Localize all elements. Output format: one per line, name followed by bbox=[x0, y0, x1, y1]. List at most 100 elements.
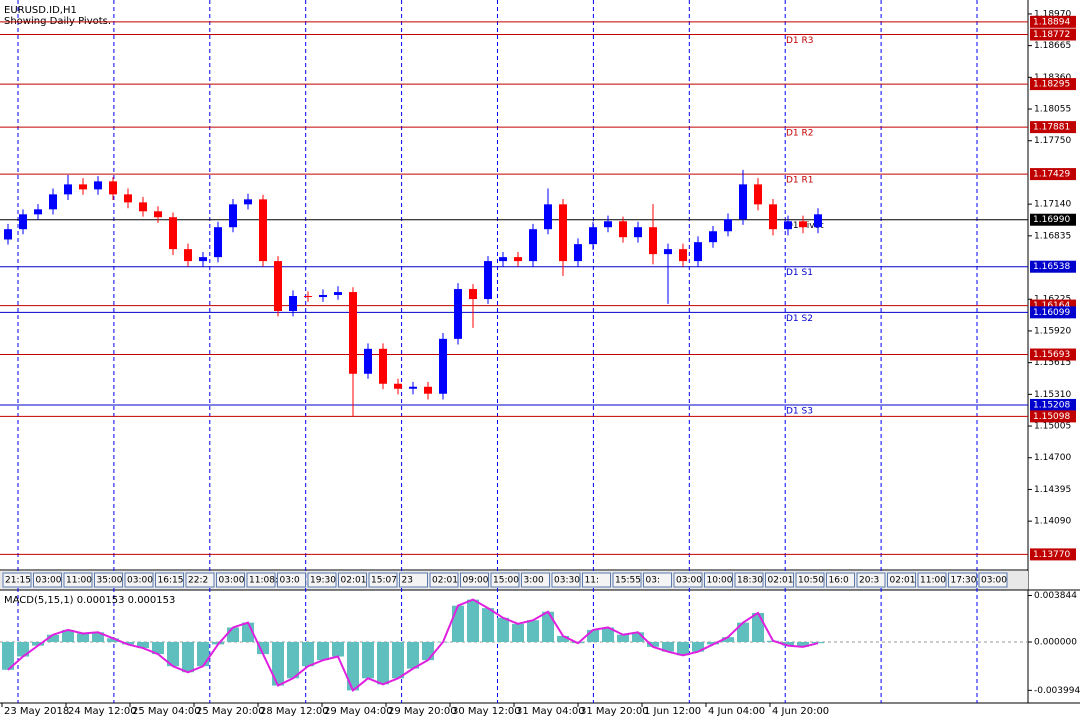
macd-bar bbox=[632, 632, 644, 642]
time-strip-label: 21:15 bbox=[5, 576, 31, 586]
candle-body bbox=[79, 184, 87, 190]
candle-body bbox=[259, 199, 267, 262]
time-strip-box bbox=[795, 572, 825, 588]
y-tick-label: 1.15920 bbox=[1034, 326, 1071, 336]
time-strip-label: 03: bbox=[646, 576, 660, 586]
time-strip-label: 23 bbox=[402, 576, 413, 586]
candle-body bbox=[64, 184, 72, 195]
time-strip-box bbox=[216, 572, 245, 588]
macd-y-tick-label: 0.000000 bbox=[1034, 637, 1077, 647]
x-tick-label: 29 May 20:00 bbox=[388, 706, 457, 717]
time-strip-label: 22:2 bbox=[188, 576, 208, 586]
time-strip-box bbox=[63, 572, 93, 588]
time-strip-box bbox=[765, 572, 794, 588]
macd-bar bbox=[707, 641, 719, 645]
time-strip-box bbox=[368, 572, 398, 588]
macd-bar bbox=[602, 627, 614, 642]
time-strip-label: 15:07 bbox=[371, 576, 397, 586]
candle-body bbox=[289, 296, 297, 311]
macd-bar bbox=[587, 629, 599, 642]
time-strip-box bbox=[246, 572, 276, 588]
time-strip-label: 17:30 bbox=[951, 576, 977, 586]
macd-bar bbox=[647, 641, 659, 647]
time-strip-label: 02:01 bbox=[768, 576, 794, 586]
level-name: D1 R2 bbox=[786, 129, 814, 139]
candle-body bbox=[484, 261, 492, 300]
time-strip-box bbox=[887, 572, 916, 588]
time-strip-label: 03:30 bbox=[554, 576, 580, 586]
time-strip-label: 03:00 bbox=[127, 576, 153, 586]
macd-bar bbox=[227, 627, 239, 642]
candle-body bbox=[4, 229, 12, 240]
macd-bar bbox=[122, 641, 134, 645]
level-name: D1 S2 bbox=[786, 314, 813, 324]
macd-bar bbox=[92, 632, 104, 642]
macd-bar bbox=[257, 641, 269, 655]
candle-body bbox=[589, 227, 597, 245]
level-label: 1.17881 bbox=[1033, 123, 1070, 133]
macd-bar bbox=[662, 641, 674, 652]
candle-body bbox=[739, 184, 747, 220]
time-strip-box bbox=[826, 572, 855, 588]
time-strip-label: 10:50 bbox=[798, 576, 824, 586]
level-box bbox=[1030, 213, 1076, 226]
macd-bar bbox=[722, 637, 734, 642]
macd-bar bbox=[17, 641, 29, 657]
macd-bar bbox=[812, 641, 824, 644]
time-strip-box bbox=[460, 572, 489, 588]
level-name: D1 R1 bbox=[786, 176, 814, 186]
x-tick-label: 23 May 2018 bbox=[4, 706, 69, 717]
macd-bar bbox=[182, 641, 194, 673]
level-box bbox=[1030, 548, 1076, 561]
macd-y-tick-label: -0.003994 bbox=[1034, 686, 1080, 696]
y-tick-label: 1.14090 bbox=[1034, 517, 1071, 527]
candle-body bbox=[439, 338, 447, 394]
level-name: D1 S1 bbox=[786, 268, 813, 278]
level-label: 1.16099 bbox=[1033, 308, 1070, 318]
candle-body bbox=[559, 204, 567, 262]
y-tick-label: 1.17140 bbox=[1034, 200, 1071, 210]
level-box bbox=[1030, 410, 1076, 423]
candle-body bbox=[94, 181, 102, 190]
time-strip-label: 11:00 bbox=[920, 576, 946, 586]
macd-y-tick-label: 0.003844 bbox=[1034, 591, 1077, 601]
time-strip-label: 02:01 bbox=[341, 576, 367, 586]
macd-bar bbox=[752, 612, 764, 642]
candle-body bbox=[634, 227, 642, 238]
candle-body bbox=[349, 292, 357, 374]
candle-body bbox=[619, 221, 627, 238]
candle-body bbox=[184, 249, 192, 262]
macd-bar bbox=[197, 641, 209, 667]
candle-body bbox=[799, 221, 807, 228]
candle-body bbox=[34, 209, 42, 215]
level-name: D1 S3 bbox=[786, 406, 813, 416]
time-strip-label: 11:08:30 bbox=[249, 576, 290, 586]
level-label: 1.16538 bbox=[1033, 262, 1070, 272]
level-label: 1.18772 bbox=[1033, 30, 1070, 40]
candle-body bbox=[139, 202, 147, 212]
candle-body bbox=[214, 227, 222, 258]
macd-bar bbox=[482, 608, 494, 642]
macd-bar bbox=[377, 641, 389, 685]
level-label: 1.16990 bbox=[1033, 215, 1070, 225]
time-strip-box bbox=[734, 572, 764, 588]
candle-body bbox=[424, 386, 432, 394]
time-strip-label: 18:30 bbox=[737, 576, 763, 586]
macd-bar bbox=[77, 633, 89, 642]
time-strip-box bbox=[277, 572, 306, 588]
macd-bar bbox=[362, 641, 374, 679]
macd-bar bbox=[737, 622, 749, 642]
macd-bar bbox=[497, 617, 509, 642]
y-tick-label: 1.18665 bbox=[1034, 41, 1071, 51]
level-label: 1.15693 bbox=[1033, 350, 1070, 360]
candle-body bbox=[664, 249, 672, 255]
time-strip-box bbox=[551, 572, 581, 588]
time-strip-label: 03:00 bbox=[219, 576, 245, 586]
time-strip-box bbox=[704, 572, 733, 588]
candle-body bbox=[694, 242, 702, 262]
candle-body bbox=[109, 181, 117, 195]
candle-body bbox=[124, 194, 132, 203]
level-label: 1.16164 bbox=[1033, 301, 1070, 311]
macd-bar bbox=[797, 641, 809, 647]
level-box bbox=[1030, 78, 1076, 91]
